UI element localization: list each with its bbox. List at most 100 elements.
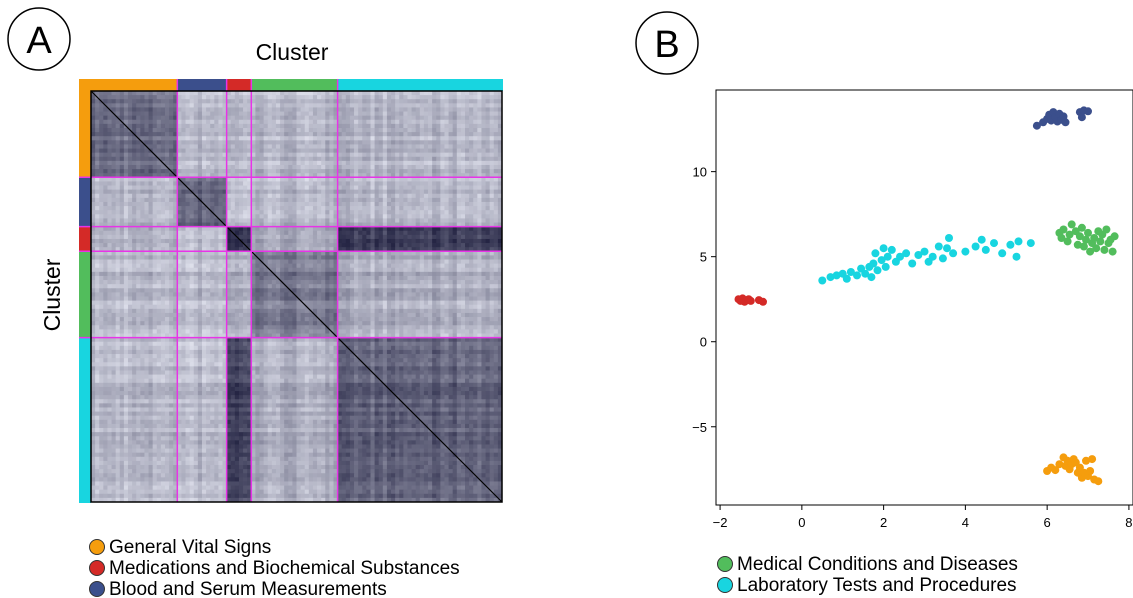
heatmap-cell — [259, 132, 265, 137]
heatmap-cell — [386, 160, 392, 166]
heatmap-cell — [493, 247, 499, 252]
heatmap-cell — [469, 173, 474, 178]
heatmap-cell — [148, 140, 154, 145]
heatmap-cell — [407, 107, 412, 112]
heatmap-cell — [317, 140, 322, 145]
heatmap-cell — [123, 280, 129, 285]
heatmap-cell — [436, 234, 441, 240]
heatmap-cell — [103, 251, 108, 256]
heatmap-cell — [259, 91, 265, 96]
heatmap-cell — [469, 148, 474, 154]
heatmap-cell — [251, 189, 256, 195]
heatmap-cell — [280, 123, 285, 129]
heatmap-cell — [477, 234, 482, 240]
heatmap-cell — [226, 280, 232, 285]
heatmap-cell — [148, 95, 154, 100]
heatmap-cell — [284, 210, 289, 215]
heatmap-cell — [370, 230, 375, 236]
heatmap-cell — [173, 222, 178, 228]
heatmap-cell — [411, 181, 417, 186]
heatmap-cell — [247, 263, 252, 269]
heatmap-cell — [173, 185, 178, 191]
heatmap-cell — [456, 263, 462, 269]
heatmap-cell — [169, 91, 174, 96]
heatmap-cell — [222, 255, 228, 260]
heatmap-cell — [395, 185, 400, 191]
heatmap-cell — [127, 132, 133, 137]
heatmap-cell — [267, 127, 273, 133]
heatmap-cell — [370, 271, 375, 277]
heatmap-cell — [127, 193, 133, 199]
heatmap-cell — [337, 95, 343, 100]
heatmap-cell — [391, 234, 396, 240]
heatmap-cell — [411, 280, 417, 285]
heatmap-cell — [423, 271, 429, 277]
heatmap-cell — [123, 127, 129, 133]
heatmap-cell — [99, 119, 104, 125]
heatmap-cell — [164, 189, 170, 195]
heatmap-cell — [275, 99, 281, 104]
heatmap-cell — [201, 267, 207, 273]
heatmap-cell — [95, 132, 100, 137]
heatmap-cell — [493, 193, 499, 199]
heatmap-cell — [136, 214, 141, 219]
heatmap-cell — [95, 255, 100, 260]
heatmap-cell — [173, 119, 178, 125]
heatmap-cell — [481, 189, 486, 195]
heatmap-cell — [469, 275, 474, 281]
heatmap-cell — [259, 238, 265, 244]
heatmap-cell — [312, 267, 318, 273]
heatmap-cell — [465, 91, 470, 96]
heatmap-cell — [436, 247, 441, 252]
heatmap-cell — [189, 107, 195, 112]
heatmap-cell — [132, 206, 137, 211]
heatmap-cell — [333, 288, 338, 293]
heatmap-cell — [407, 95, 412, 100]
heatmap-cell — [280, 214, 285, 219]
heatmap-cell — [280, 259, 285, 265]
heatmap-cell — [403, 214, 408, 219]
heatmap-cell — [206, 222, 211, 228]
heatmap-cell — [456, 160, 462, 166]
heatmap-cell — [119, 267, 125, 273]
heatmap-cell — [99, 226, 104, 232]
heatmap-cell — [222, 292, 228, 297]
heatmap-cell — [181, 197, 186, 203]
heatmap-cell — [407, 132, 412, 137]
heatmap-cell — [144, 222, 149, 228]
heatmap-cell — [432, 181, 437, 186]
heatmap-cell — [193, 271, 199, 277]
heatmap-cell — [403, 243, 408, 248]
heatmap-cell — [329, 99, 334, 104]
heatmap-cell — [247, 243, 252, 248]
heatmap-cell — [415, 91, 421, 96]
heatmap-cell — [156, 95, 162, 100]
heatmap-cell — [465, 280, 470, 285]
heatmap-cell — [329, 156, 334, 162]
heatmap-cell — [477, 127, 482, 133]
heatmap-cell — [481, 259, 486, 265]
heatmap-cell — [473, 132, 478, 137]
heatmap-cell — [103, 243, 108, 248]
heatmap-cell — [243, 103, 248, 108]
heatmap-cell — [308, 284, 314, 289]
heatmap-cell — [99, 238, 104, 244]
heatmap-cell — [452, 148, 458, 154]
heatmap-cell — [366, 140, 371, 145]
heatmap-cell — [99, 280, 104, 285]
heatmap-cell — [177, 152, 182, 158]
heatmap-cell — [222, 275, 228, 281]
heatmap-cell — [304, 210, 310, 215]
heatmap-cell — [181, 140, 186, 145]
heatmap-cell — [177, 259, 182, 265]
heatmap-cell — [428, 164, 433, 170]
heatmap-cell — [148, 99, 154, 104]
heatmap-cell — [337, 259, 343, 265]
heatmap-cell — [374, 226, 380, 232]
heatmap-cell — [497, 214, 503, 219]
heatmap-cell — [140, 156, 145, 162]
heatmap-cell — [432, 164, 437, 170]
heatmap-cell — [164, 136, 170, 141]
heatmap-cell — [317, 222, 322, 228]
heatmap-cell — [407, 164, 412, 170]
